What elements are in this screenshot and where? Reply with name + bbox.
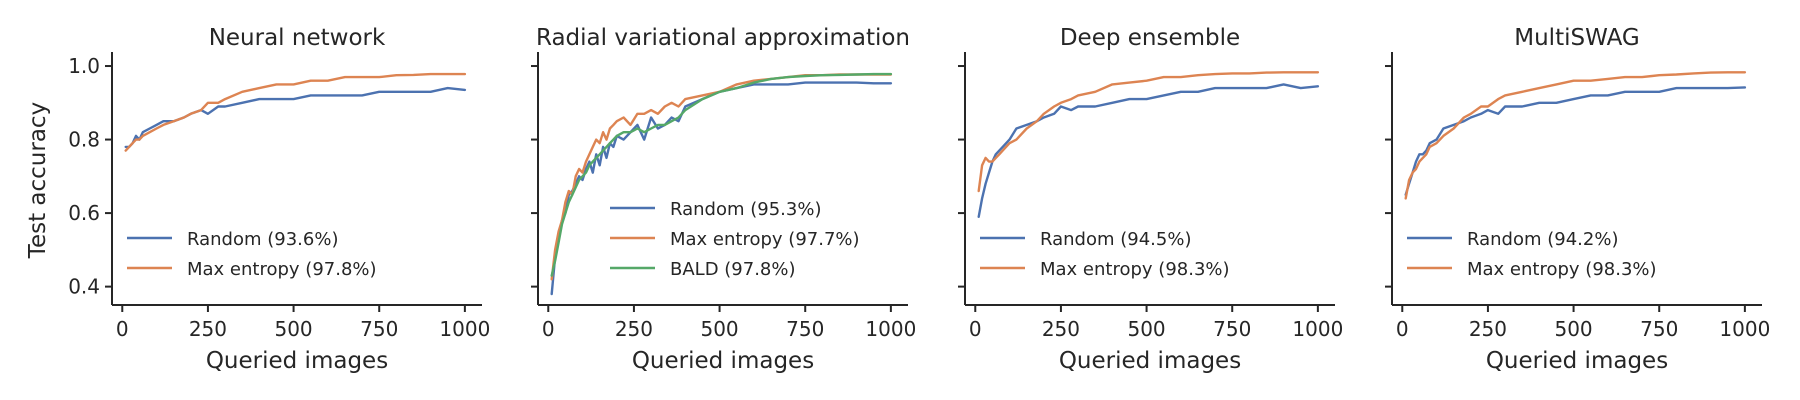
y-tick-label: 0.6: [68, 201, 100, 225]
legend-entry: Max entropy (97.7%): [670, 229, 860, 250]
x-tick-label: 0: [969, 317, 982, 341]
chart-title: Neural network: [209, 25, 386, 51]
series-line-2: [1404, 71, 1747, 200]
x-tick-label: 1000: [439, 317, 490, 341]
legend-entry: Random (94.5%): [1040, 229, 1191, 250]
y-tick-label: 0.4: [68, 275, 100, 299]
x-tick-label: 750: [1640, 317, 1678, 341]
y-tick-label: 1.0: [68, 54, 100, 78]
chart-panel-4: MultiSWAG 0 250 500 750 1000 Queried images Ran…: [1385, 25, 1770, 374]
legend-entry: Random (95.3%): [670, 199, 821, 220]
x-tick-label: 750: [360, 317, 398, 341]
x-tick-label: 1000: [1719, 317, 1770, 341]
x-tick-label: 250: [1042, 317, 1080, 341]
series-line-1: [977, 83, 1320, 219]
chart-title: MultiSWAG: [1514, 25, 1639, 51]
x-tick-label: 750: [1213, 317, 1251, 341]
legend-entry: Max entropy (98.3%): [1467, 259, 1657, 280]
chart-panel-2: Radial variational approximation 0 250 500 7…: [531, 25, 916, 374]
x-axis-label: Queried images: [1486, 348, 1668, 374]
x-tick-label: 750: [786, 317, 824, 341]
chart-title: Radial variational approximation: [536, 25, 910, 51]
legend-entry: Random (93.6%): [187, 229, 338, 250]
x-tick-label: 250: [189, 317, 227, 341]
x-tick-label: 500: [274, 317, 312, 341]
x-tick-label: 500: [1554, 317, 1592, 341]
x-axis-label: Queried images: [632, 348, 814, 374]
x-tick-label: 0: [116, 317, 129, 341]
x-tick-label: 0: [1396, 317, 1409, 341]
y-tick-label: 0.8: [68, 128, 100, 152]
x-tick-label: 500: [700, 317, 738, 341]
series-line-3: [550, 72, 893, 277]
x-tick-label: 500: [1127, 317, 1165, 341]
legend-entry: Max entropy (98.3%): [1040, 259, 1230, 280]
series-line-2: [977, 71, 1320, 193]
series-line-1: [1404, 86, 1747, 196]
series-line-2: [124, 72, 467, 152]
x-tick-label: 250: [1469, 317, 1507, 341]
x-axis-label: Queried images: [1059, 348, 1241, 374]
chart-panel-1: Neural network 0.4 0.6 0.8 1.0 0 250 500 750 1000…: [25, 25, 490, 374]
chart-panel-3: Deep ensemble 0 250 500 750 1000 Queried image…: [958, 25, 1343, 374]
x-axis-label: Queried images: [206, 348, 388, 374]
x-tick-label: 1000: [865, 317, 916, 341]
series-line-1: [124, 86, 467, 149]
y-axis-label: Test accuracy: [25, 102, 51, 259]
chart-title: Deep ensemble: [1060, 25, 1240, 51]
legend-entry: BALD (97.8%): [670, 259, 796, 280]
x-tick-label: 1000: [1292, 317, 1343, 341]
legend-entry: Max entropy (97.8%): [187, 259, 377, 280]
x-tick-label: 0: [542, 317, 555, 341]
legend-entry: Random (94.2%): [1467, 229, 1618, 250]
x-tick-label: 250: [615, 317, 653, 341]
